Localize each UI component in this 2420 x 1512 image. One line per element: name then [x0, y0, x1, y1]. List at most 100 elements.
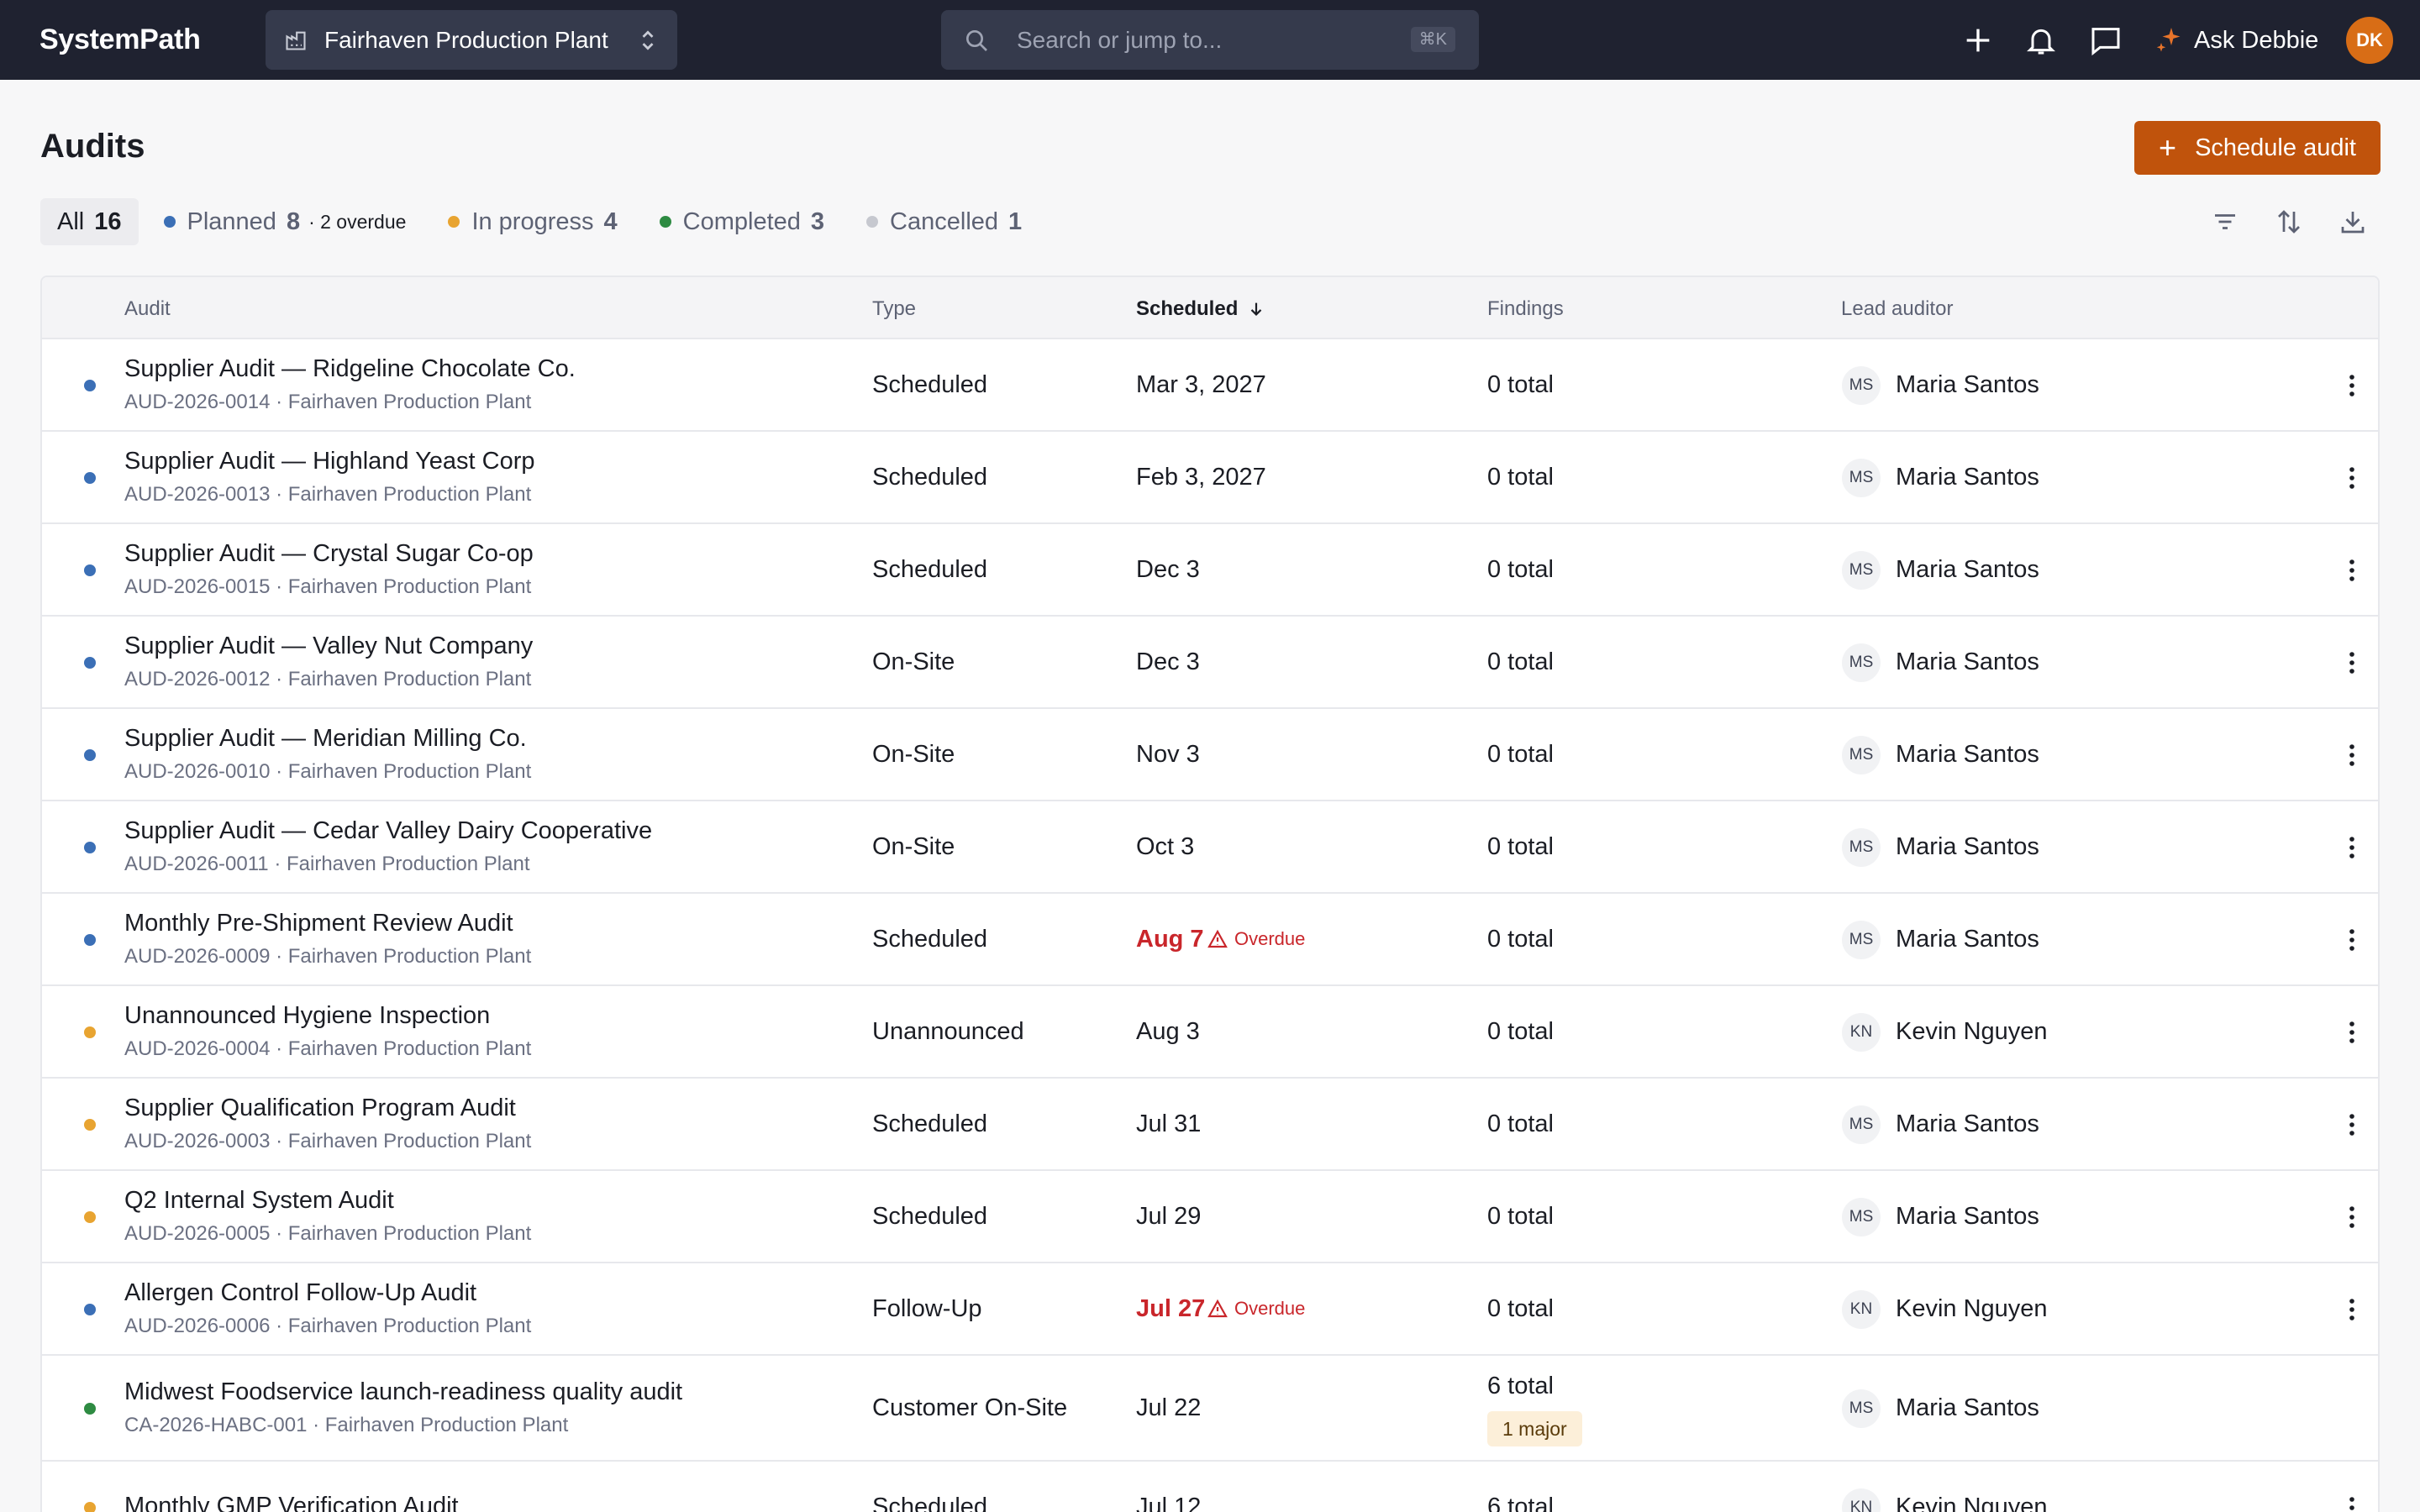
app-logo[interactable]: SystemPath: [39, 24, 201, 55]
lead-auditor-avatar: MS: [1842, 1198, 1881, 1236]
sort-icon[interactable]: [2274, 207, 2304, 237]
lead-auditor-avatar: MS: [1842, 828, 1881, 867]
table-row[interactable]: Supplier Audit — Meridian Milling Co. AUD…: [42, 709, 2378, 801]
search-icon: [966, 29, 987, 51]
column-header-audit[interactable]: Audit: [124, 297, 171, 320]
audit-title[interactable]: Supplier Audit — Meridian Milling Co.: [124, 725, 527, 752]
table-row[interactable]: Midwest Foodservice launch-readiness qua…: [42, 1356, 2378, 1462]
factory-icon: [286, 31, 306, 50]
more-actions-icon[interactable]: [2348, 558, 2356, 583]
column-header-lead-auditor[interactable]: Lead auditor: [1841, 297, 1954, 320]
scheduled-date: Jul 12: [1136, 1494, 1202, 1512]
table-row[interactable]: Monthly GMP Verification Audit Scheduled J…: [42, 1462, 2378, 1512]
more-actions-icon[interactable]: [2348, 743, 2356, 768]
more-actions-icon[interactable]: [2348, 1205, 2356, 1230]
audit-title[interactable]: Supplier Qualification Program Audit: [124, 1095, 516, 1121]
lead-auditor-avatar: KN: [1842, 1290, 1881, 1329]
column-header-scheduled[interactable]: Scheduled: [1136, 297, 1265, 321]
scheduled-date: Jul 29: [1136, 1203, 1202, 1230]
chat-icon[interactable]: [2089, 24, 2123, 57]
lead-auditor-avatar: MS: [1842, 1105, 1881, 1144]
lead-auditor-name: Maria Santos: [1896, 833, 2039, 860]
search-placeholder: Search or jump to...: [1017, 26, 1223, 53]
table-row[interactable]: Monthly Pre-Shipment Review Audit AUD-202…: [42, 894, 2378, 986]
more-actions-icon[interactable]: [2348, 373, 2356, 398]
filter-cancelled[interactable]: Cancelled 1: [850, 198, 1039, 245]
overdue-tag: Overdue: [1207, 1298, 1305, 1320]
audit-type: Unannounced: [872, 1018, 1024, 1045]
audit-title[interactable]: Monthly Pre-Shipment Review Audit: [124, 910, 513, 937]
findings-count: 0 total: [1487, 833, 1554, 860]
table-row[interactable]: Allergen Control Follow-Up Audit AUD-2026…: [42, 1263, 2378, 1356]
ask-debbie-button[interactable]: Ask Debbie: [2154, 20, 2318, 60]
table-row[interactable]: Supplier Qualification Program Audit AUD-…: [42, 1079, 2378, 1171]
search-input[interactable]: Search or jump to... ⌘K: [941, 10, 1479, 70]
filter-planned[interactable]: Planned 8 · 2 overdue: [147, 198, 424, 245]
filter-planned-overdue-note: · 2 overdue: [308, 210, 407, 233]
filter-in-progress-label: In progress: [471, 207, 594, 235]
audit-title[interactable]: Allergen Control Follow-Up Audit: [124, 1279, 477, 1306]
audit-title[interactable]: Supplier Audit — Cedar Valley Dairy Coop…: [124, 817, 653, 844]
audit-title[interactable]: Supplier Audit — Highland Yeast Corp: [124, 448, 535, 475]
more-actions-icon[interactable]: [2348, 1020, 2356, 1045]
more-actions-icon[interactable]: [2348, 465, 2356, 491]
schedule-audit-button[interactable]: + Schedule audit: [2134, 121, 2381, 175]
lead-auditor-avatar: MS: [1842, 551, 1881, 590]
audit-type: Scheduled: [872, 464, 988, 491]
table-row[interactable]: Supplier Audit — Valley Nut Company AUD-2…: [42, 617, 2378, 709]
audit-reference: AUD-2026-0003 · Fairhaven Production Pla…: [124, 1130, 532, 1152]
table-row[interactable]: Supplier Audit — Cedar Valley Dairy Coop…: [42, 801, 2378, 894]
filter-in-progress[interactable]: In progress 4: [431, 198, 634, 245]
filter-all[interactable]: All 16: [40, 198, 139, 245]
audit-reference: AUD-2026-0006 · Fairhaven Production Pla…: [124, 1315, 532, 1337]
audit-reference: AUD-2026-0011 · Fairhaven Production Pla…: [124, 853, 530, 875]
overdue-label: Overdue: [1234, 1298, 1306, 1319]
table-row[interactable]: Supplier Audit — Ridgeline Chocolate Co.…: [42, 339, 2378, 432]
audit-reference: AUD-2026-0014 · Fairhaven Production Pla…: [124, 391, 532, 413]
user-avatar[interactable]: DK: [2346, 17, 2393, 64]
column-header-findings[interactable]: Findings: [1487, 297, 1564, 320]
more-actions-icon[interactable]: [2348, 927, 2356, 953]
table-row[interactable]: Unannounced Hygiene Inspection AUD-2026-0…: [42, 986, 2378, 1079]
more-actions-icon[interactable]: [2348, 1297, 2356, 1322]
audit-type: Scheduled: [872, 926, 988, 953]
column-header-type[interactable]: Type: [872, 297, 917, 320]
audit-title[interactable]: Q2 Internal System Audit: [124, 1187, 394, 1214]
more-actions-icon[interactable]: [2348, 1112, 2356, 1137]
lead-auditor-name: Kevin Nguyen: [1896, 1295, 2048, 1322]
audit-title[interactable]: Midwest Foodservice launch-readiness qua…: [124, 1378, 683, 1405]
status-dot: [84, 749, 96, 761]
site-switcher[interactable]: Fairhaven Production Plant: [266, 10, 677, 70]
more-actions-icon[interactable]: [2348, 1495, 2356, 1512]
findings-count: 0 total: [1487, 926, 1554, 953]
table-row[interactable]: Supplier Audit — Highland Yeast Corp AUD-…: [42, 432, 2378, 524]
severity-badge: 1 major: [1487, 1411, 1582, 1446]
bell-icon[interactable]: [2024, 24, 2058, 57]
more-actions-icon[interactable]: [2348, 650, 2356, 675]
cancelled-status-dot: [866, 216, 879, 228]
filter-completed[interactable]: Completed 3: [643, 198, 841, 245]
more-actions-icon[interactable]: [2348, 835, 2356, 860]
filter-planned-count: 8: [286, 207, 301, 235]
status-dot: [84, 1502, 96, 1512]
audit-reference: CA-2026-HABC-001 · Fairhaven Production …: [124, 1414, 569, 1436]
filter-completed-count: 3: [810, 207, 825, 235]
table-row[interactable]: Supplier Audit — Crystal Sugar Co-op AUD-…: [42, 524, 2378, 617]
status-dot: [84, 657, 96, 669]
download-icon[interactable]: [2338, 207, 2368, 237]
audit-title[interactable]: Supplier Audit — Ridgeline Chocolate Co.: [124, 355, 576, 382]
scheduled-date: Jul 22: [1136, 1394, 1202, 1421]
audit-type: Scheduled: [872, 556, 988, 583]
audit-title[interactable]: Supplier Audit — Crystal Sugar Co-op: [124, 540, 534, 567]
audit-reference: AUD-2026-0005 · Fairhaven Production Pla…: [124, 1222, 532, 1245]
plus-icon[interactable]: [1961, 24, 1995, 57]
table-row[interactable]: Q2 Internal System Audit AUD-2026-0005 · …: [42, 1171, 2378, 1263]
lead-auditor-avatar: KN: [1842, 1488, 1881, 1512]
status-dot: [84, 564, 96, 576]
sparkle-icon: [2156, 28, 2181, 52]
audit-title[interactable]: Unannounced Hygiene Inspection: [124, 1002, 491, 1029]
column-header-scheduled-label: Scheduled: [1136, 297, 1239, 320]
filter-icon[interactable]: [2210, 207, 2240, 237]
audit-title[interactable]: Supplier Audit — Valley Nut Company: [124, 633, 534, 659]
audit-title[interactable]: Monthly GMP Verification Audit: [124, 1493, 459, 1512]
